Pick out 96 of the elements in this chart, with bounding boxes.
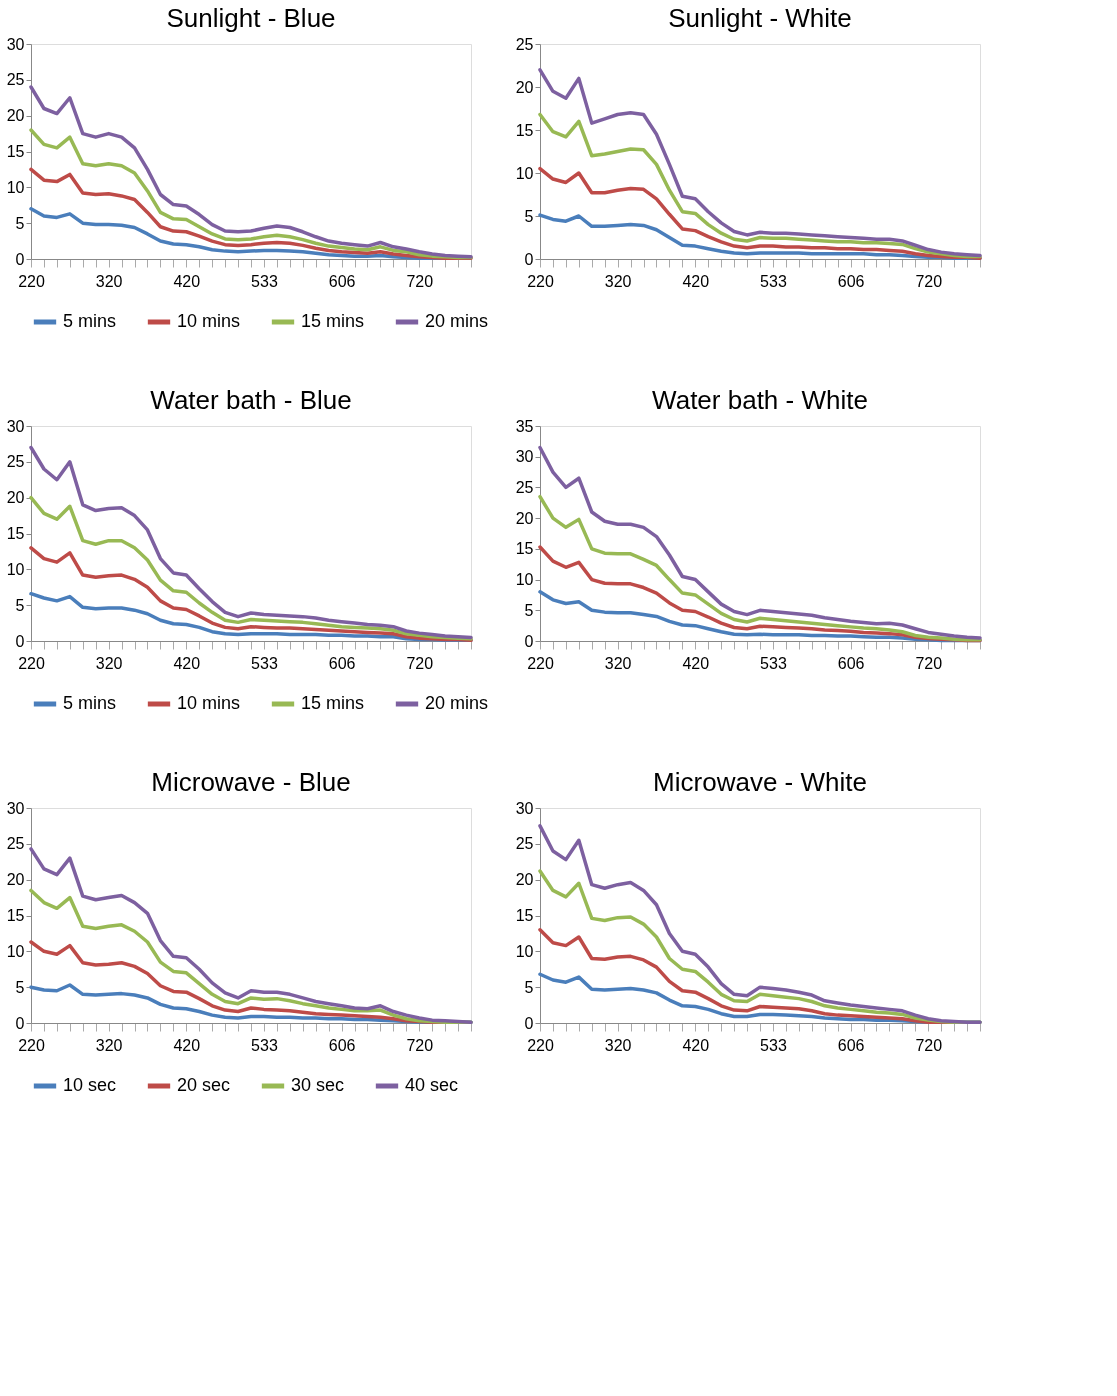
y-tick-label: 5 bbox=[15, 978, 25, 996]
y-tick-label: 20 bbox=[515, 509, 534, 527]
y-tick-label: 25 bbox=[6, 835, 25, 853]
y-tick-label: 0 bbox=[15, 1014, 25, 1032]
chart-title: Sunlight - Blue bbox=[166, 3, 336, 33]
x-tick-label: 220 bbox=[527, 272, 554, 290]
x-tick-label: 533 bbox=[760, 654, 787, 672]
x-tick-label: 606 bbox=[328, 272, 356, 290]
x-tick-label: 606 bbox=[837, 654, 865, 672]
y-tick-label: 10 bbox=[6, 178, 25, 196]
y-tick-label: 5 bbox=[524, 207, 534, 225]
y-tick-label: 10 bbox=[6, 942, 25, 960]
y-tick-label: 20 bbox=[6, 107, 25, 125]
chart-title: Water bath - Blue bbox=[150, 385, 352, 415]
y-tick-label: 0 bbox=[524, 632, 534, 650]
x-tick-label: 606 bbox=[328, 654, 356, 672]
y-tick-label: 15 bbox=[515, 907, 534, 924]
y-tick-label: 10 bbox=[515, 942, 534, 960]
y-tick-label: 30 bbox=[6, 799, 25, 817]
legend-label: 10 mins bbox=[177, 693, 241, 713]
x-tick-label: 420 bbox=[173, 272, 201, 290]
x-tick-label: 420 bbox=[173, 1036, 201, 1054]
x-tick-label: 320 bbox=[95, 272, 123, 290]
y-tick-label: 35 bbox=[515, 417, 534, 435]
chart-title: Microwave - White bbox=[653, 767, 867, 797]
legend-label: 30 sec bbox=[291, 1075, 345, 1095]
x-tick-label: 420 bbox=[173, 654, 201, 672]
x-tick-label: 220 bbox=[18, 654, 45, 672]
y-tick-label: 25 bbox=[6, 71, 25, 89]
y-tick-label: 5 bbox=[15, 214, 25, 232]
y-tick-label: 10 bbox=[6, 560, 25, 578]
y-tick-label: 30 bbox=[515, 799, 534, 817]
y-tick-label: 30 bbox=[515, 448, 534, 466]
x-tick-label: 420 bbox=[682, 272, 710, 290]
x-tick-label: 220 bbox=[18, 272, 45, 290]
x-tick-label: 320 bbox=[604, 1036, 632, 1054]
x-tick-label: 720 bbox=[915, 272, 943, 290]
y-tick-label: 20 bbox=[6, 871, 25, 889]
y-tick-label: 0 bbox=[524, 1014, 534, 1032]
y-tick-label: 20 bbox=[6, 489, 25, 507]
y-tick-label: 5 bbox=[524, 978, 534, 996]
y-tick-label: 30 bbox=[6, 35, 25, 53]
x-tick-label: 720 bbox=[915, 1036, 943, 1054]
y-tick-label: 10 bbox=[515, 164, 534, 182]
x-tick-label: 606 bbox=[837, 1036, 865, 1054]
y-tick-label: 25 bbox=[515, 478, 534, 496]
x-tick-label: 320 bbox=[95, 1036, 123, 1054]
x-tick-label: 720 bbox=[406, 272, 434, 290]
legend-label: 40 sec bbox=[405, 1075, 459, 1095]
x-tick-label: 606 bbox=[328, 1036, 356, 1054]
legend-label: 20 sec bbox=[177, 1075, 231, 1095]
y-tick-label: 15 bbox=[515, 121, 534, 139]
y-tick-label: 25 bbox=[515, 835, 534, 853]
x-tick-label: 533 bbox=[251, 1036, 278, 1054]
legend-label: 10 mins bbox=[177, 311, 241, 331]
y-tick-label: 0 bbox=[524, 250, 534, 268]
x-tick-label: 420 bbox=[682, 1036, 710, 1054]
x-tick-label: 533 bbox=[760, 272, 787, 290]
y-tick-label: 20 bbox=[515, 871, 534, 889]
legend-label: 15 mins bbox=[301, 693, 365, 713]
x-tick-label: 533 bbox=[251, 272, 278, 290]
chart-title: Sunlight - White bbox=[668, 3, 852, 33]
x-tick-label: 720 bbox=[915, 654, 943, 672]
legend-label: 15 mins bbox=[301, 311, 365, 331]
y-tick-label: 15 bbox=[6, 525, 25, 542]
y-tick-label: 25 bbox=[515, 35, 534, 53]
x-tick-label: 533 bbox=[760, 1036, 787, 1054]
y-tick-label: 0 bbox=[15, 250, 25, 268]
y-tick-label: 30 bbox=[6, 417, 25, 435]
y-tick-label: 20 bbox=[515, 78, 534, 96]
y-tick-label: 15 bbox=[515, 540, 534, 558]
x-tick-label: 606 bbox=[837, 272, 865, 290]
y-tick-label: 5 bbox=[524, 601, 534, 619]
y-tick-label: 10 bbox=[515, 571, 534, 589]
y-tick-label: 0 bbox=[15, 632, 25, 650]
x-tick-label: 220 bbox=[18, 1036, 45, 1054]
x-tick-label: 720 bbox=[406, 654, 434, 672]
x-tick-label: 220 bbox=[527, 1036, 554, 1054]
legend-label: 10 sec bbox=[63, 1075, 117, 1095]
x-tick-label: 533 bbox=[251, 654, 278, 672]
legend-label: 20 mins bbox=[425, 311, 489, 331]
x-tick-label: 320 bbox=[604, 654, 632, 672]
legend-label: 20 mins bbox=[425, 693, 489, 713]
y-tick-label: 25 bbox=[6, 453, 25, 471]
x-tick-label: 220 bbox=[527, 654, 554, 672]
chart-title: Water bath - White bbox=[652, 385, 868, 415]
chart-title: Microwave - Blue bbox=[151, 767, 351, 797]
legend-label: 5 mins bbox=[63, 693, 117, 713]
legend-label: 5 mins bbox=[63, 311, 117, 331]
x-tick-label: 320 bbox=[95, 654, 123, 672]
y-tick-label: 5 bbox=[15, 596, 25, 614]
y-tick-label: 15 bbox=[6, 907, 25, 924]
x-tick-label: 720 bbox=[406, 1036, 434, 1054]
x-tick-label: 420 bbox=[682, 654, 710, 672]
x-tick-label: 320 bbox=[604, 272, 632, 290]
y-tick-label: 15 bbox=[6, 143, 25, 160]
